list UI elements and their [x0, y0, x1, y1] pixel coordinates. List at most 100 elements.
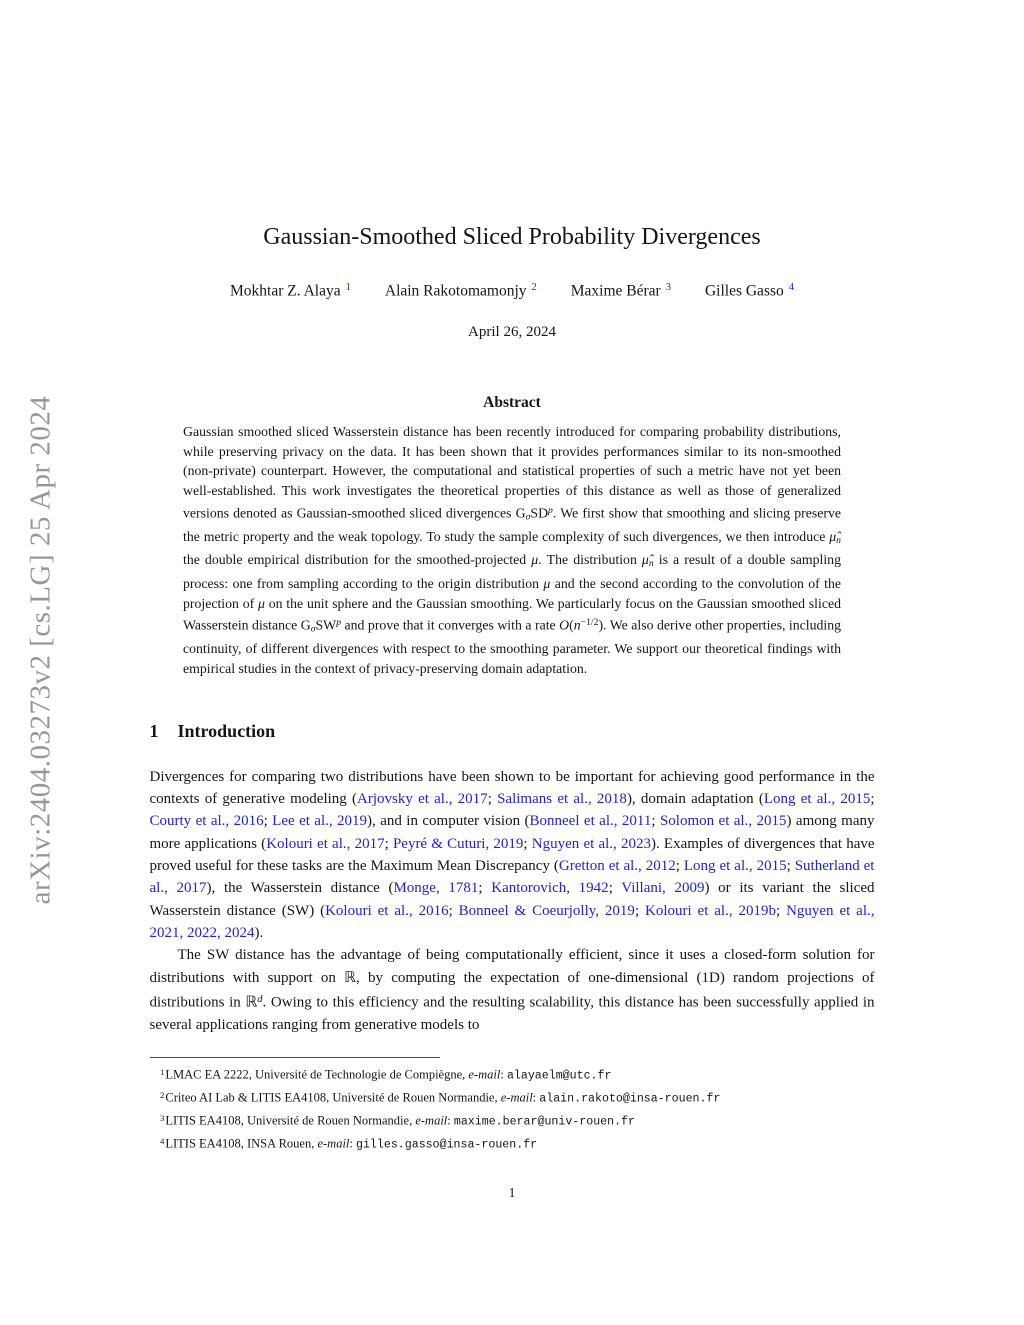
text-segment: n: [648, 558, 654, 570]
email-text: alayaelm@utc.fr: [506, 1069, 612, 1083]
author: Gilles Gasso 4: [705, 282, 794, 300]
footnote-3: 3LITIS EA4108, Université de Rouen Norma…: [150, 1109, 890, 1132]
footnote-2: 2Criteo AI Lab & LITIS EA4108, Universit…: [150, 1086, 890, 1109]
text-segment: e-mail: [468, 1067, 501, 1082]
text-segment: ;: [487, 791, 498, 808]
email-text: maxime.berar@univ-rouen.fr: [453, 1115, 636, 1129]
paper-date: April 26, 2024: [468, 324, 556, 341]
abstract-text: Gaussian smoothed sliced Wasserstein dis…: [183, 422, 841, 679]
citation-link[interactable]: Bonneel & Coeurjolly, 2019: [458, 902, 635, 919]
text-segment: n: [573, 617, 581, 633]
text-segment: d: [257, 993, 263, 1005]
text-segment: ) or its variant the sliced Wasserstein …: [149, 880, 875, 919]
text-segment: e-mail: [500, 1090, 533, 1105]
author-footnote-ref[interactable]: 4: [788, 281, 795, 293]
citation-link[interactable]: Kantorovich, 1942: [491, 880, 609, 897]
abstract-section: Abstract Gaussian smoothed sliced Wasser…: [183, 394, 841, 679]
text-segment: :: [500, 1067, 507, 1082]
text-segment: The SW distance has the advantage of bei…: [149, 947, 875, 986]
text-segment: −1/2: [580, 617, 599, 629]
citation-link[interactable]: Courty et al., 2016: [149, 813, 264, 830]
text-segment: :: [532, 1090, 540, 1105]
citation-link[interactable]: Nguyen et al., 2023: [531, 835, 651, 852]
text-segment: n: [836, 534, 841, 546]
footnote-rule: [150, 1057, 440, 1059]
text-segment: ;: [675, 858, 684, 875]
footnote-marker: 1: [160, 1067, 165, 1078]
author-name: Mokhtar Z. Alaya: [229, 282, 341, 300]
text-segment: ), domain adaptation (: [626, 791, 764, 808]
abstract-heading: Abstract: [483, 394, 541, 412]
text-segment: ;: [523, 835, 532, 852]
text-segment: μ̂: [641, 552, 649, 568]
citation-link[interactable]: Salimans et al., 2018: [497, 791, 627, 808]
footnotes: 1LMAC EA 2222, Université de Technologie…: [150, 1063, 890, 1155]
text-segment: Divergences for comparing two distributi…: [149, 768, 875, 808]
citation-link[interactable]: Long et al., 2015: [763, 791, 871, 808]
intro-paragraph-1: Divergences for comparing two distributi…: [150, 766, 875, 944]
author-name: Alain Rakotomamonjy: [384, 282, 527, 300]
text-segment: ℝ: [344, 969, 357, 986]
text-segment: ). We also derive other properties, incl…: [183, 617, 842, 677]
citation-link[interactable]: Nguyen et al., 2021, 2022, 2024: [149, 902, 875, 941]
citation-link[interactable]: Gretton et al., 2012: [558, 858, 676, 875]
citation-link[interactable]: Solomon et al., 2015: [659, 813, 787, 830]
citation-link[interactable]: Villani, 2009: [621, 880, 705, 897]
text-segment: σ: [310, 623, 316, 635]
text-segment: LITIS EA4108, Université de Rouen Norman…: [165, 1113, 416, 1128]
author-row: Mokhtar Z. Alaya 1 Alain Rakotomamonjy 2 M…: [0, 282, 1024, 300]
citation-link[interactable]: Peyré & Cuturi, 2019: [392, 835, 524, 852]
text-segment: :: [447, 1113, 454, 1128]
arxiv-watermark: arXiv:2404.03273v2 [cs.LG] 25 Apr 2024: [24, 395, 57, 905]
author: Maxime Bérar 3: [571, 282, 671, 300]
text-segment: μ̂: [829, 528, 837, 544]
footnote-marker: 3: [160, 1113, 165, 1124]
footnote-4: 4LITIS EA4108, INSA Rouen, e-mail: gille…: [150, 1132, 890, 1155]
footnote-1: 1LMAC EA 2222, Université de Technologie…: [150, 1063, 890, 1086]
text-segment: ;: [478, 880, 492, 897]
text-segment: . Owing to this efficiency and the resul…: [149, 994, 875, 1033]
text-segment: SD: [530, 505, 549, 521]
citation-link[interactable]: Monge, 1781: [393, 880, 479, 897]
citation-link[interactable]: Long et al., 2015: [683, 858, 787, 875]
text-segment: ;: [448, 902, 459, 919]
text-segment: ;: [651, 813, 660, 830]
text-segment: ;: [786, 858, 795, 875]
text-segment: ;: [608, 880, 622, 897]
citation-link[interactable]: Kolouri et al., 2017: [266, 835, 385, 852]
text-segment: ), the Wasserstein distance (: [206, 880, 394, 897]
section-title: Introduction: [177, 720, 276, 741]
section-number: 1: [149, 720, 159, 741]
text-segment: ). Examples of divergences that have pro…: [149, 835, 875, 875]
text-segment: ).: [254, 924, 264, 941]
text-segment: p: [336, 617, 342, 629]
text-segment: . We first show that smoothing and slici…: [183, 505, 841, 544]
text-segment: σ: [525, 511, 531, 523]
citation-link[interactable]: Sutherland et al., 2017: [149, 858, 875, 897]
text-segment: . The distribution: [538, 552, 642, 568]
author-footnote-ref[interactable]: 1: [345, 281, 351, 293]
text-segment: ;: [776, 902, 787, 919]
author: Alain Rakotomamonjy 2: [385, 282, 537, 300]
text-segment: Gaussian smoothed sliced Wasserstein dis…: [183, 424, 841, 521]
author-footnote-ref[interactable]: 3: [665, 281, 671, 293]
text-segment: and the second according to the convolut…: [183, 576, 842, 611]
footnote-marker: 4: [160, 1136, 165, 1147]
citation-link[interactable]: Kolouri et al., 2019b: [645, 902, 776, 919]
citation-link[interactable]: Arjovsky et al., 2017: [357, 791, 488, 808]
text-segment: ), and in computer vision (: [367, 813, 530, 830]
text-segment: μ: [258, 595, 265, 611]
author-footnote-ref[interactable]: 2: [531, 281, 537, 293]
text-segment: μ: [531, 552, 539, 568]
text-segment: SW: [315, 617, 337, 633]
text-segment: LITIS EA4108, INSA Rouen,: [165, 1136, 318, 1151]
text-segment: (: [569, 617, 574, 633]
text-segment: LMAC EA 2222, Université de Technologie …: [165, 1067, 469, 1082]
citation-link[interactable]: Bonneel et al., 2011: [529, 813, 652, 830]
citation-link[interactable]: Kolouri et al., 2016: [325, 902, 449, 919]
text-segment: :: [349, 1136, 356, 1151]
citation-link[interactable]: Lee et al., 2019: [272, 813, 368, 830]
page-number: 1: [508, 1184, 516, 1200]
author-name: Gilles Gasso: [704, 282, 784, 300]
